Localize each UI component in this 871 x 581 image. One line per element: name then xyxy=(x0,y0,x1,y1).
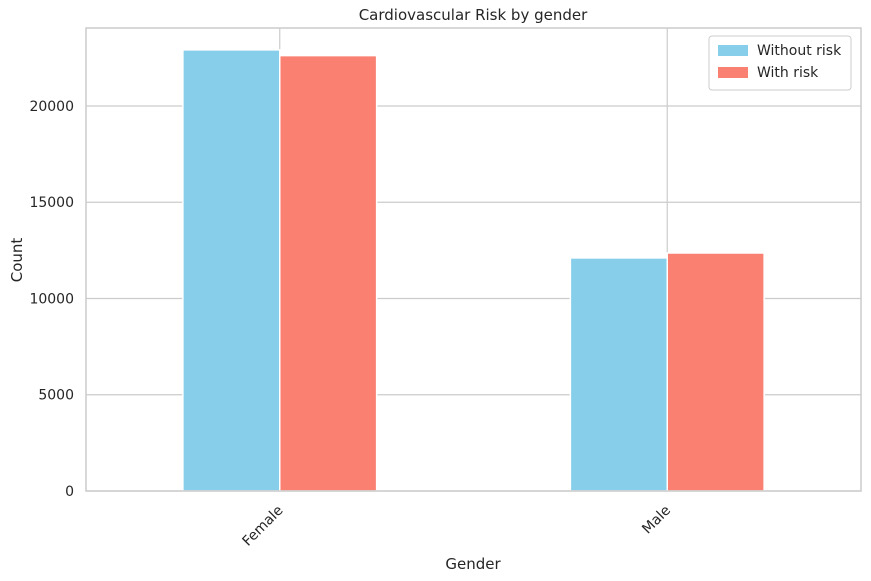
y-tick-label: 10000 xyxy=(29,291,74,307)
legend-swatch xyxy=(718,67,748,78)
bar-male-with-risk xyxy=(666,252,765,492)
chart-title: Cardiovascular Risk by gender xyxy=(359,6,588,24)
bar-female-without-risk xyxy=(182,49,281,492)
bar-female-with-risk xyxy=(279,54,378,492)
y-ticks: 0 5000 10000 15000 20000 xyxy=(29,99,74,500)
plot-frame xyxy=(85,27,862,492)
legend-swatch xyxy=(718,45,748,56)
legend-label: Without risk xyxy=(757,43,842,59)
x-axis-label: Gender xyxy=(445,555,501,573)
y-tick-label: 20000 xyxy=(29,99,74,115)
y-axis-label: Count xyxy=(8,238,26,283)
y-tick-label: 15000 xyxy=(29,195,74,211)
legend-label: With risk xyxy=(757,65,819,81)
y-tick-label: 0 xyxy=(65,484,74,500)
legend: Without risk With risk xyxy=(708,35,852,91)
bar-male-without-risk xyxy=(569,257,668,492)
y-tick-label: 5000 xyxy=(38,388,74,404)
